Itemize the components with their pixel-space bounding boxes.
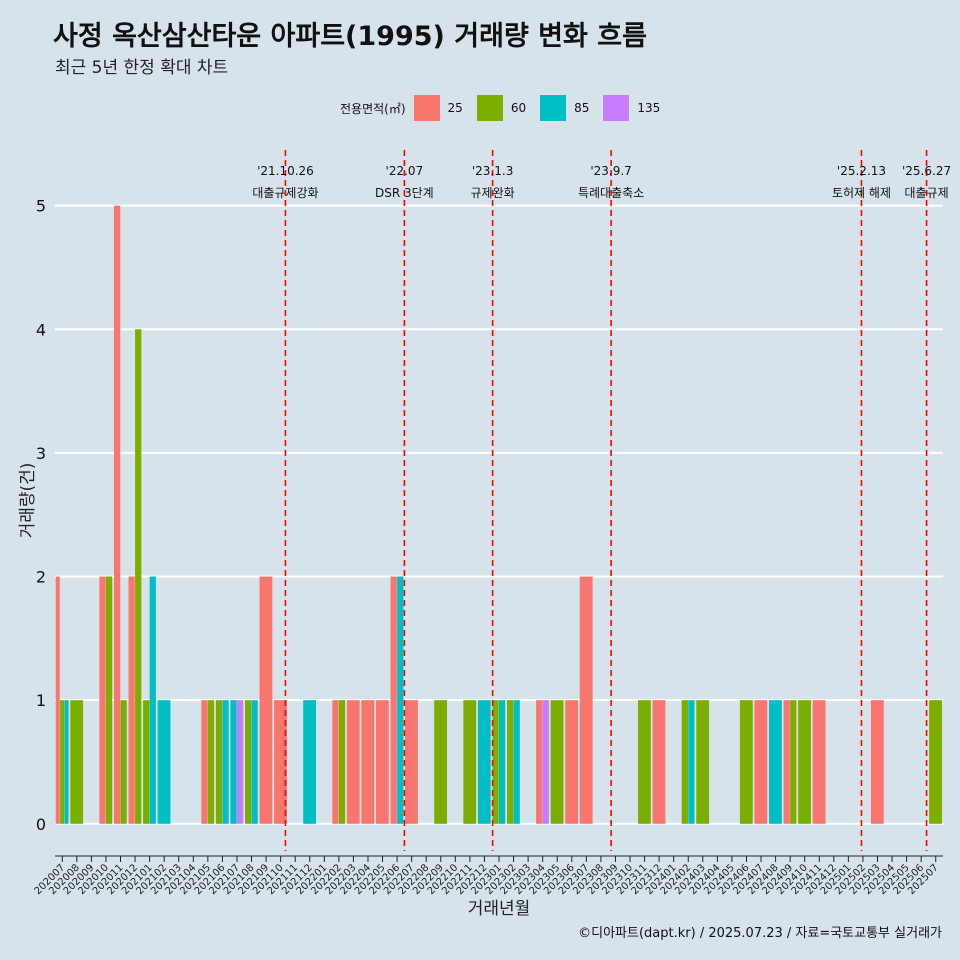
event-label: DSR 3단계 [375, 186, 434, 200]
y-tick-label: 0 [36, 815, 46, 834]
y-tick-label: 5 [36, 197, 46, 216]
legend-item-135: 135 [603, 95, 660, 121]
bar-202212-85 [477, 700, 491, 824]
bar-202107-135 [236, 700, 244, 824]
bar-202205-25 [375, 700, 389, 824]
legend-label: 60 [510, 101, 527, 115]
bar-202110-25 [274, 700, 287, 824]
event-date: '22.07 [386, 164, 424, 178]
bar-202408-85 [769, 700, 782, 824]
bar-202301-85 [499, 700, 506, 824]
y-tick-label: 4 [36, 320, 46, 339]
bar-202307-25 [579, 576, 593, 824]
legend-swatch [413, 95, 440, 121]
bar-202304-135 [542, 700, 549, 824]
bar-202011-25 [113, 205, 121, 824]
event-date: '23.1.3 [472, 164, 513, 178]
bar-202007-85 [64, 700, 69, 824]
bar-202105-25 [201, 700, 208, 824]
legend-swatch [603, 95, 630, 121]
bar-202008-60 [70, 700, 84, 824]
event-label: 특례대출축소 [578, 186, 644, 200]
y-tick-label: 2 [36, 568, 46, 587]
legend-item-25: 25 [413, 95, 463, 121]
legend-swatch [540, 95, 567, 121]
bar-202012-60 [135, 329, 142, 824]
bar-202007-25 [55, 576, 60, 824]
event-label: 규제완화 [471, 186, 515, 200]
y-tick-label: 1 [36, 691, 46, 710]
bar-202102-85 [157, 700, 171, 824]
legend-item-60: 60 [476, 95, 527, 121]
bar-202406-60 [739, 700, 753, 824]
source-caption: ©디아파트(dapt.kr) / 2025.07.23 / 자료=국토교통부 실… [578, 926, 942, 941]
bar-202101-85 [149, 576, 156, 824]
legend: 전용면적(㎡) 25 60 85 135 [340, 94, 674, 122]
event-date: '25.2.13 [837, 164, 886, 178]
chart-subtitle: 최근 5년 한정 확대 차트 [55, 58, 229, 78]
legend-label: 135 [637, 101, 661, 115]
bar-202101-60 [143, 700, 150, 824]
bar-202010-60 [105, 576, 113, 824]
bar-202012-25 [128, 576, 135, 824]
event-label: 대출규제강화 [252, 186, 318, 200]
bar-202311-60 [638, 700, 651, 824]
bar-202409-25 [783, 700, 790, 824]
chart-title: 사정 옥산삼산타운 아파트(1995) 거래량 변화 흐름 [53, 21, 647, 52]
bar-202503-25 [870, 700, 884, 824]
bar-202106-85 [222, 700, 229, 824]
bar-202411-25 [812, 700, 826, 824]
bar-202010-25 [99, 576, 106, 824]
bar-202207-25 [405, 700, 418, 824]
bar-202109-25 [259, 576, 273, 824]
event-label: 토허제 해제 [832, 186, 891, 200]
legend-label: 85 [574, 101, 590, 115]
bar-202302-60 [507, 700, 514, 824]
bar-202202-60 [338, 700, 346, 824]
y-axis-title: 거래량(건) [18, 463, 38, 539]
x-axis-title: 거래년월 [468, 899, 531, 919]
legend-swatch [476, 95, 503, 121]
bar-202302-85 [513, 700, 520, 824]
bar-202206-85 [397, 576, 404, 824]
event-date: '23.9.7 [590, 164, 631, 178]
bar-202202-25 [332, 700, 339, 824]
bar-202011-60 [120, 700, 127, 824]
bar-202107-85 [230, 700, 237, 824]
bar-202112-85 [303, 700, 317, 824]
bar-202402-60 [681, 700, 688, 824]
bar-202108-60 [244, 700, 252, 824]
bar-202410-60 [798, 700, 811, 824]
bar-202007-60 [60, 700, 65, 824]
bar-202306-25 [565, 700, 579, 824]
bar-202304-25 [536, 700, 543, 824]
event-label: 대출규제 [904, 186, 948, 200]
bar-202407-25 [754, 700, 768, 824]
bar-202105-60 [207, 700, 215, 824]
legend-label: 25 [447, 101, 463, 115]
bar-202108-85 [251, 700, 258, 824]
y-tick-label: 3 [36, 444, 46, 463]
bar-202301-60 [492, 700, 499, 824]
bar-202211-60 [463, 700, 477, 824]
bar-202209-60 [434, 700, 448, 824]
bar-202312-25 [652, 700, 666, 824]
bar-202203-25 [346, 700, 360, 824]
event-date: '25.6.27 [902, 164, 951, 178]
bar-202402-85 [688, 700, 695, 824]
legend-item-85: 85 [540, 95, 589, 121]
bar-202204-25 [361, 700, 375, 824]
bar-202305-60 [550, 700, 564, 824]
bar-202106-60 [215, 700, 223, 824]
bar-202206-25 [390, 576, 397, 824]
bar-202507-60 [929, 700, 942, 824]
bar-202403-60 [696, 700, 710, 824]
bar-202409-60 [790, 700, 797, 824]
legend-title: 전용면적(㎡) [340, 101, 406, 116]
event-date: '21.10.26 [257, 164, 314, 178]
